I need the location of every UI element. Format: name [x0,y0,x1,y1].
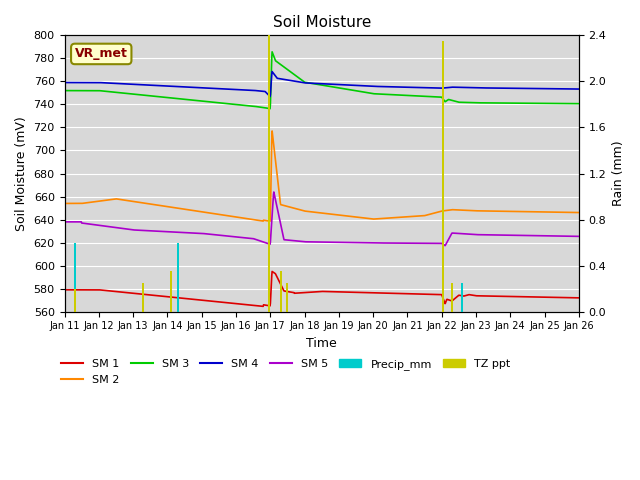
Bar [461,283,463,312]
Y-axis label: Rain (mm): Rain (mm) [612,141,625,206]
Text: VR_met: VR_met [75,48,128,60]
Y-axis label: Soil Moisture (mV): Soil Moisture (mV) [15,116,28,231]
Legend: SM 1, SM 2, SM 3, SM 4, SM 5, Precip_mm, TZ ppt: SM 1, SM 2, SM 3, SM 4, SM 5, Precip_mm,… [57,355,515,389]
Bar [142,283,145,312]
Bar [74,242,76,312]
X-axis label: Time: Time [307,337,337,350]
Bar [74,288,76,312]
Bar [177,242,179,312]
Bar [280,271,282,312]
Bar [170,271,172,312]
Bar [286,283,289,312]
Title: Soil Moisture: Soil Moisture [273,15,371,30]
Bar [451,283,453,312]
Bar [442,41,444,312]
Bar [268,36,269,312]
